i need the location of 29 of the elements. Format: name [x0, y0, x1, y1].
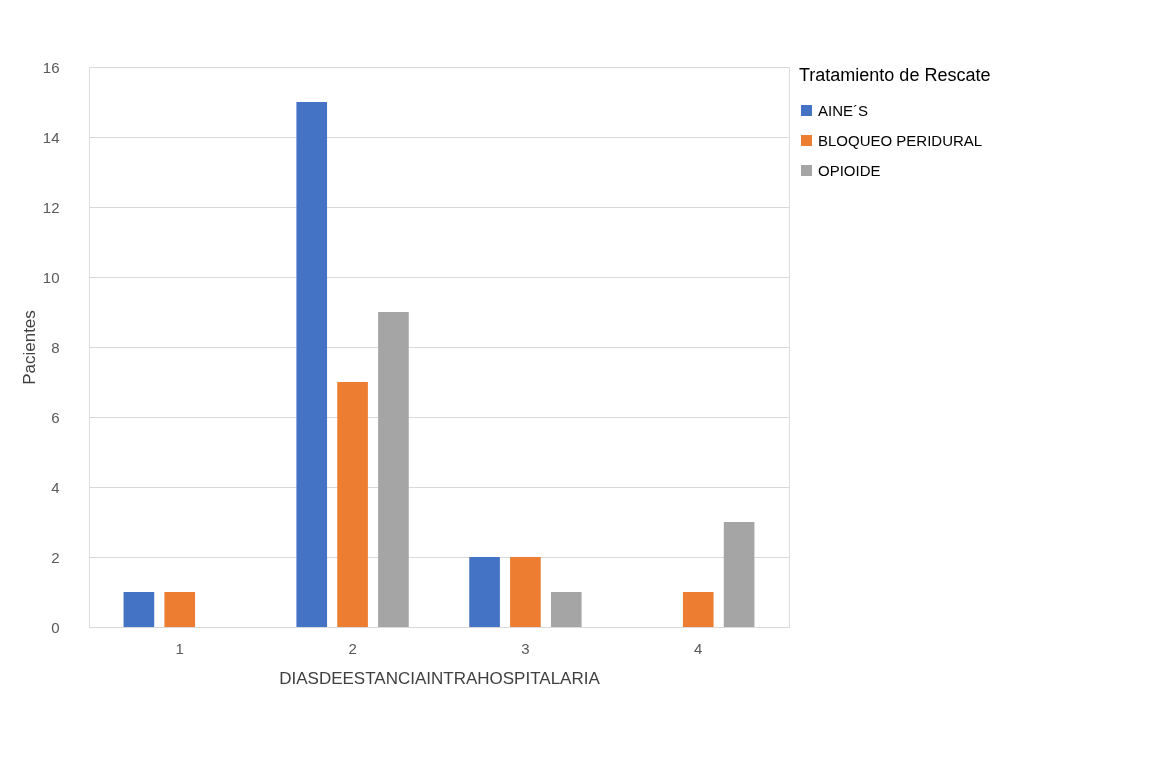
bar [723, 522, 755, 627]
y-tick-label: 8 [51, 338, 60, 356]
x-axis-title: DIASDEESTANCIAINTRAHOSPITALARIA [279, 668, 601, 688]
legend-title: Tratamiento de Rescate [799, 65, 991, 85]
y-tick-label: 4 [51, 478, 60, 496]
legend-label: OPIOIDE [818, 161, 881, 179]
bar [123, 592, 155, 627]
y-tick-label: 14 [42, 128, 60, 146]
x-tick-label: 3 [521, 639, 530, 657]
x-tick-label: 2 [348, 639, 357, 657]
legend-label: BLOQUEO PERIDURAL [818, 131, 983, 149]
bar [378, 312, 409, 627]
bar [550, 592, 582, 627]
x-tick-label: 1 [175, 639, 184, 657]
y-tick-label: 16 [42, 58, 60, 76]
y-tick-label: 10 [42, 268, 60, 286]
y-axis-title: Pacientes [19, 310, 39, 385]
bar [682, 592, 714, 627]
y-tick-label: 6 [51, 408, 60, 426]
y-tick-label: 12 [42, 198, 60, 216]
bar [296, 102, 328, 627]
y-tick-label: 2 [51, 548, 60, 566]
x-tick-label: 4 [694, 639, 703, 657]
bar [337, 382, 368, 627]
bar [164, 592, 196, 627]
bar [510, 557, 541, 627]
y-tick-label: 0 [51, 618, 60, 636]
bar [469, 557, 500, 627]
legend-label: AINE´S [818, 101, 869, 119]
